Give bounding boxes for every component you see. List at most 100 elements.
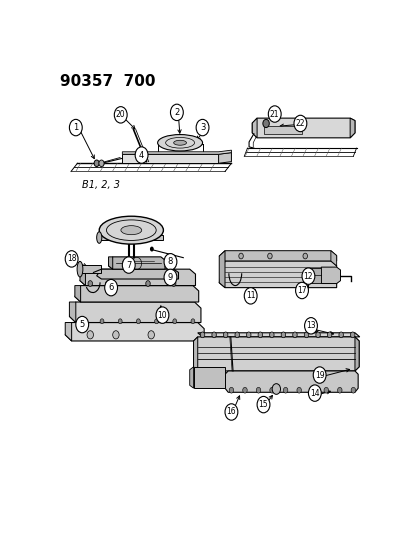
Circle shape — [246, 332, 250, 338]
Circle shape — [225, 404, 237, 420]
Circle shape — [104, 279, 117, 296]
Polygon shape — [225, 371, 357, 392]
Polygon shape — [219, 251, 336, 261]
Polygon shape — [330, 251, 336, 266]
Circle shape — [350, 332, 354, 338]
Text: 9: 9 — [167, 273, 173, 282]
Text: 4: 4 — [139, 150, 144, 159]
Circle shape — [269, 332, 273, 338]
Circle shape — [135, 147, 148, 163]
Circle shape — [256, 397, 269, 413]
Text: 22: 22 — [295, 119, 304, 128]
Ellipse shape — [173, 140, 186, 145]
Text: 17: 17 — [297, 286, 306, 295]
Polygon shape — [99, 235, 163, 240]
Circle shape — [196, 119, 209, 136]
Polygon shape — [219, 261, 336, 288]
Text: 21: 21 — [269, 109, 279, 118]
Text: 10: 10 — [157, 311, 167, 320]
Circle shape — [338, 332, 342, 338]
Polygon shape — [193, 367, 225, 388]
Text: 20: 20 — [116, 110, 125, 119]
Polygon shape — [193, 337, 197, 371]
Polygon shape — [80, 269, 85, 286]
Circle shape — [172, 319, 176, 324]
Circle shape — [88, 281, 92, 286]
Circle shape — [190, 319, 195, 324]
Circle shape — [282, 387, 287, 393]
Text: 7: 7 — [126, 261, 131, 270]
Polygon shape — [219, 251, 225, 288]
Text: 16: 16 — [226, 408, 236, 416]
Circle shape — [269, 387, 274, 393]
Circle shape — [145, 281, 150, 286]
Circle shape — [295, 282, 308, 298]
Polygon shape — [75, 286, 198, 302]
Circle shape — [280, 332, 285, 338]
Circle shape — [69, 119, 82, 136]
Circle shape — [87, 330, 93, 339]
Circle shape — [256, 387, 260, 393]
Polygon shape — [80, 265, 101, 273]
Ellipse shape — [77, 261, 83, 277]
Polygon shape — [189, 367, 193, 388]
Text: 15: 15 — [258, 400, 268, 409]
Circle shape — [171, 281, 176, 286]
Circle shape — [244, 288, 256, 304]
Text: 2: 2 — [174, 108, 179, 117]
Circle shape — [301, 268, 314, 284]
Circle shape — [350, 387, 355, 393]
Circle shape — [235, 332, 239, 338]
Circle shape — [114, 107, 127, 123]
Polygon shape — [320, 267, 340, 284]
Circle shape — [99, 160, 104, 166]
Text: 19: 19 — [314, 370, 324, 379]
Circle shape — [262, 119, 268, 127]
Circle shape — [122, 257, 135, 273]
Ellipse shape — [157, 134, 202, 151]
Polygon shape — [69, 302, 76, 322]
Text: 12: 12 — [303, 272, 312, 281]
Circle shape — [267, 253, 271, 259]
Circle shape — [308, 385, 320, 401]
Circle shape — [310, 387, 314, 393]
Polygon shape — [65, 322, 204, 341]
Circle shape — [293, 115, 306, 132]
Polygon shape — [108, 257, 112, 269]
Circle shape — [112, 330, 119, 339]
Polygon shape — [252, 118, 256, 138]
Circle shape — [223, 332, 227, 338]
Polygon shape — [349, 118, 354, 138]
Polygon shape — [65, 322, 71, 341]
Polygon shape — [75, 286, 81, 302]
Circle shape — [315, 332, 320, 338]
Circle shape — [82, 319, 85, 324]
Circle shape — [118, 319, 122, 324]
Circle shape — [296, 387, 301, 393]
Text: 8: 8 — [167, 257, 173, 266]
Text: 18: 18 — [67, 254, 76, 263]
Polygon shape — [252, 118, 354, 138]
Text: 1: 1 — [73, 123, 78, 132]
Circle shape — [323, 387, 328, 393]
Text: 5: 5 — [79, 320, 85, 329]
Circle shape — [257, 332, 262, 338]
Polygon shape — [193, 337, 358, 371]
Circle shape — [302, 253, 307, 259]
Circle shape — [148, 330, 154, 339]
Circle shape — [211, 332, 216, 338]
Circle shape — [76, 317, 88, 333]
Circle shape — [100, 319, 104, 324]
Text: 14: 14 — [309, 389, 319, 398]
Text: 3: 3 — [199, 123, 205, 132]
Polygon shape — [96, 269, 178, 279]
Circle shape — [170, 104, 183, 120]
Circle shape — [105, 281, 110, 286]
Circle shape — [271, 384, 280, 394]
Circle shape — [238, 253, 243, 259]
Polygon shape — [218, 152, 231, 163]
Polygon shape — [197, 333, 359, 337]
Polygon shape — [122, 150, 231, 154]
Circle shape — [242, 387, 247, 393]
Circle shape — [156, 307, 169, 324]
